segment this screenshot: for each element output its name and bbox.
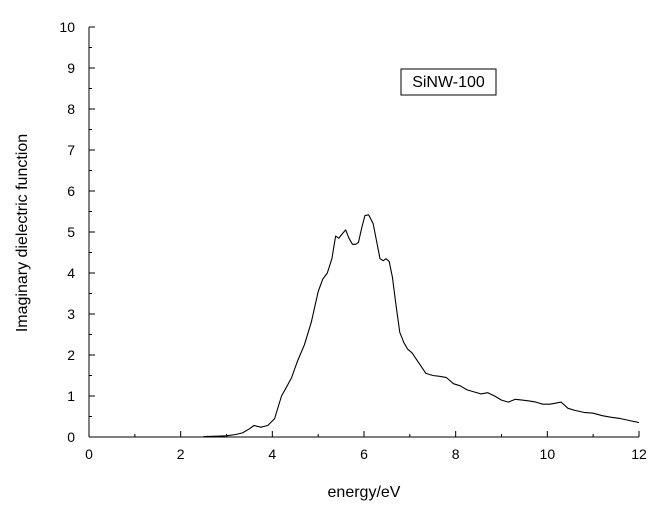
- legend-box-border: [400, 68, 497, 96]
- y-tick-label: 10: [59, 19, 75, 35]
- y-axis: 0 1 2 3 4 5 6 7 8 9 10: [59, 19, 95, 445]
- x-tick-label: 4: [268, 446, 276, 462]
- legend-box: SiNW-100: [400, 68, 497, 96]
- y-tick-label: 8: [67, 101, 75, 117]
- x-tick-label: 6: [360, 446, 368, 462]
- x-tick-label: 2: [177, 446, 185, 462]
- series-line: [203, 214, 640, 438]
- x-tick-label: 0: [85, 446, 93, 462]
- y-tick-label: 2: [67, 347, 75, 363]
- y-tick-label: 7: [67, 142, 75, 158]
- series-layer: [203, 214, 640, 438]
- y-tick-label: 6: [67, 183, 75, 199]
- x-axis-title: energy/eV: [328, 484, 401, 501]
- y-tick-label: 5: [67, 224, 75, 240]
- plot-frame: [88, 27, 639, 438]
- y-tick-label: 4: [67, 265, 75, 281]
- x-axis: 0 2 4 6 8 10 12: [85, 431, 647, 462]
- x-tick-label: 10: [540, 446, 556, 462]
- legend-box-label: SiNW-100: [412, 74, 485, 91]
- x-tick-label: 8: [452, 446, 460, 462]
- y-tick-label: 1: [67, 388, 75, 404]
- y-tick-label: 3: [67, 306, 75, 322]
- x-tick-label: 12: [631, 446, 647, 462]
- y-tick-label: 9: [67, 60, 75, 76]
- y-tick-label: 0: [67, 429, 75, 445]
- y-axis-title: Imaginary dielectric function: [14, 134, 31, 332]
